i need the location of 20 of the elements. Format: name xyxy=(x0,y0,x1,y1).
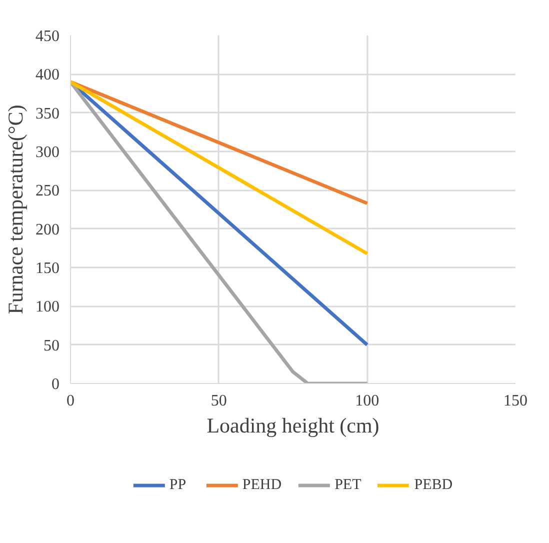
legend-label: PET xyxy=(334,476,362,494)
y-tick-label: 400 xyxy=(36,66,60,84)
y-tick-label: 0 xyxy=(52,376,60,393)
x-tick-label: 100 xyxy=(355,392,380,410)
legend-label: PEHD xyxy=(242,476,282,494)
x-tick-label: 50 xyxy=(210,392,227,410)
y-axis-title: Furnace temperature(°C) xyxy=(4,104,28,314)
x-axis-title: Loading height (cm) xyxy=(206,414,380,438)
y-tick-label: 450 xyxy=(36,28,60,45)
x-tick-label: 0 xyxy=(66,392,74,410)
y-tick-label: 250 xyxy=(36,182,60,200)
y-tick-label: 200 xyxy=(36,221,60,238)
y-tick-label: 300 xyxy=(36,144,60,161)
y-tick-label: 50 xyxy=(44,337,60,354)
legend-label: PP xyxy=(169,476,188,494)
y-tick-label: 100 xyxy=(36,298,60,316)
y-tick-label: 150 xyxy=(36,260,60,277)
x-tick-label: 150 xyxy=(504,392,528,410)
y-tick-label: 350 xyxy=(36,105,60,122)
legend-label: PEBD xyxy=(414,476,453,494)
